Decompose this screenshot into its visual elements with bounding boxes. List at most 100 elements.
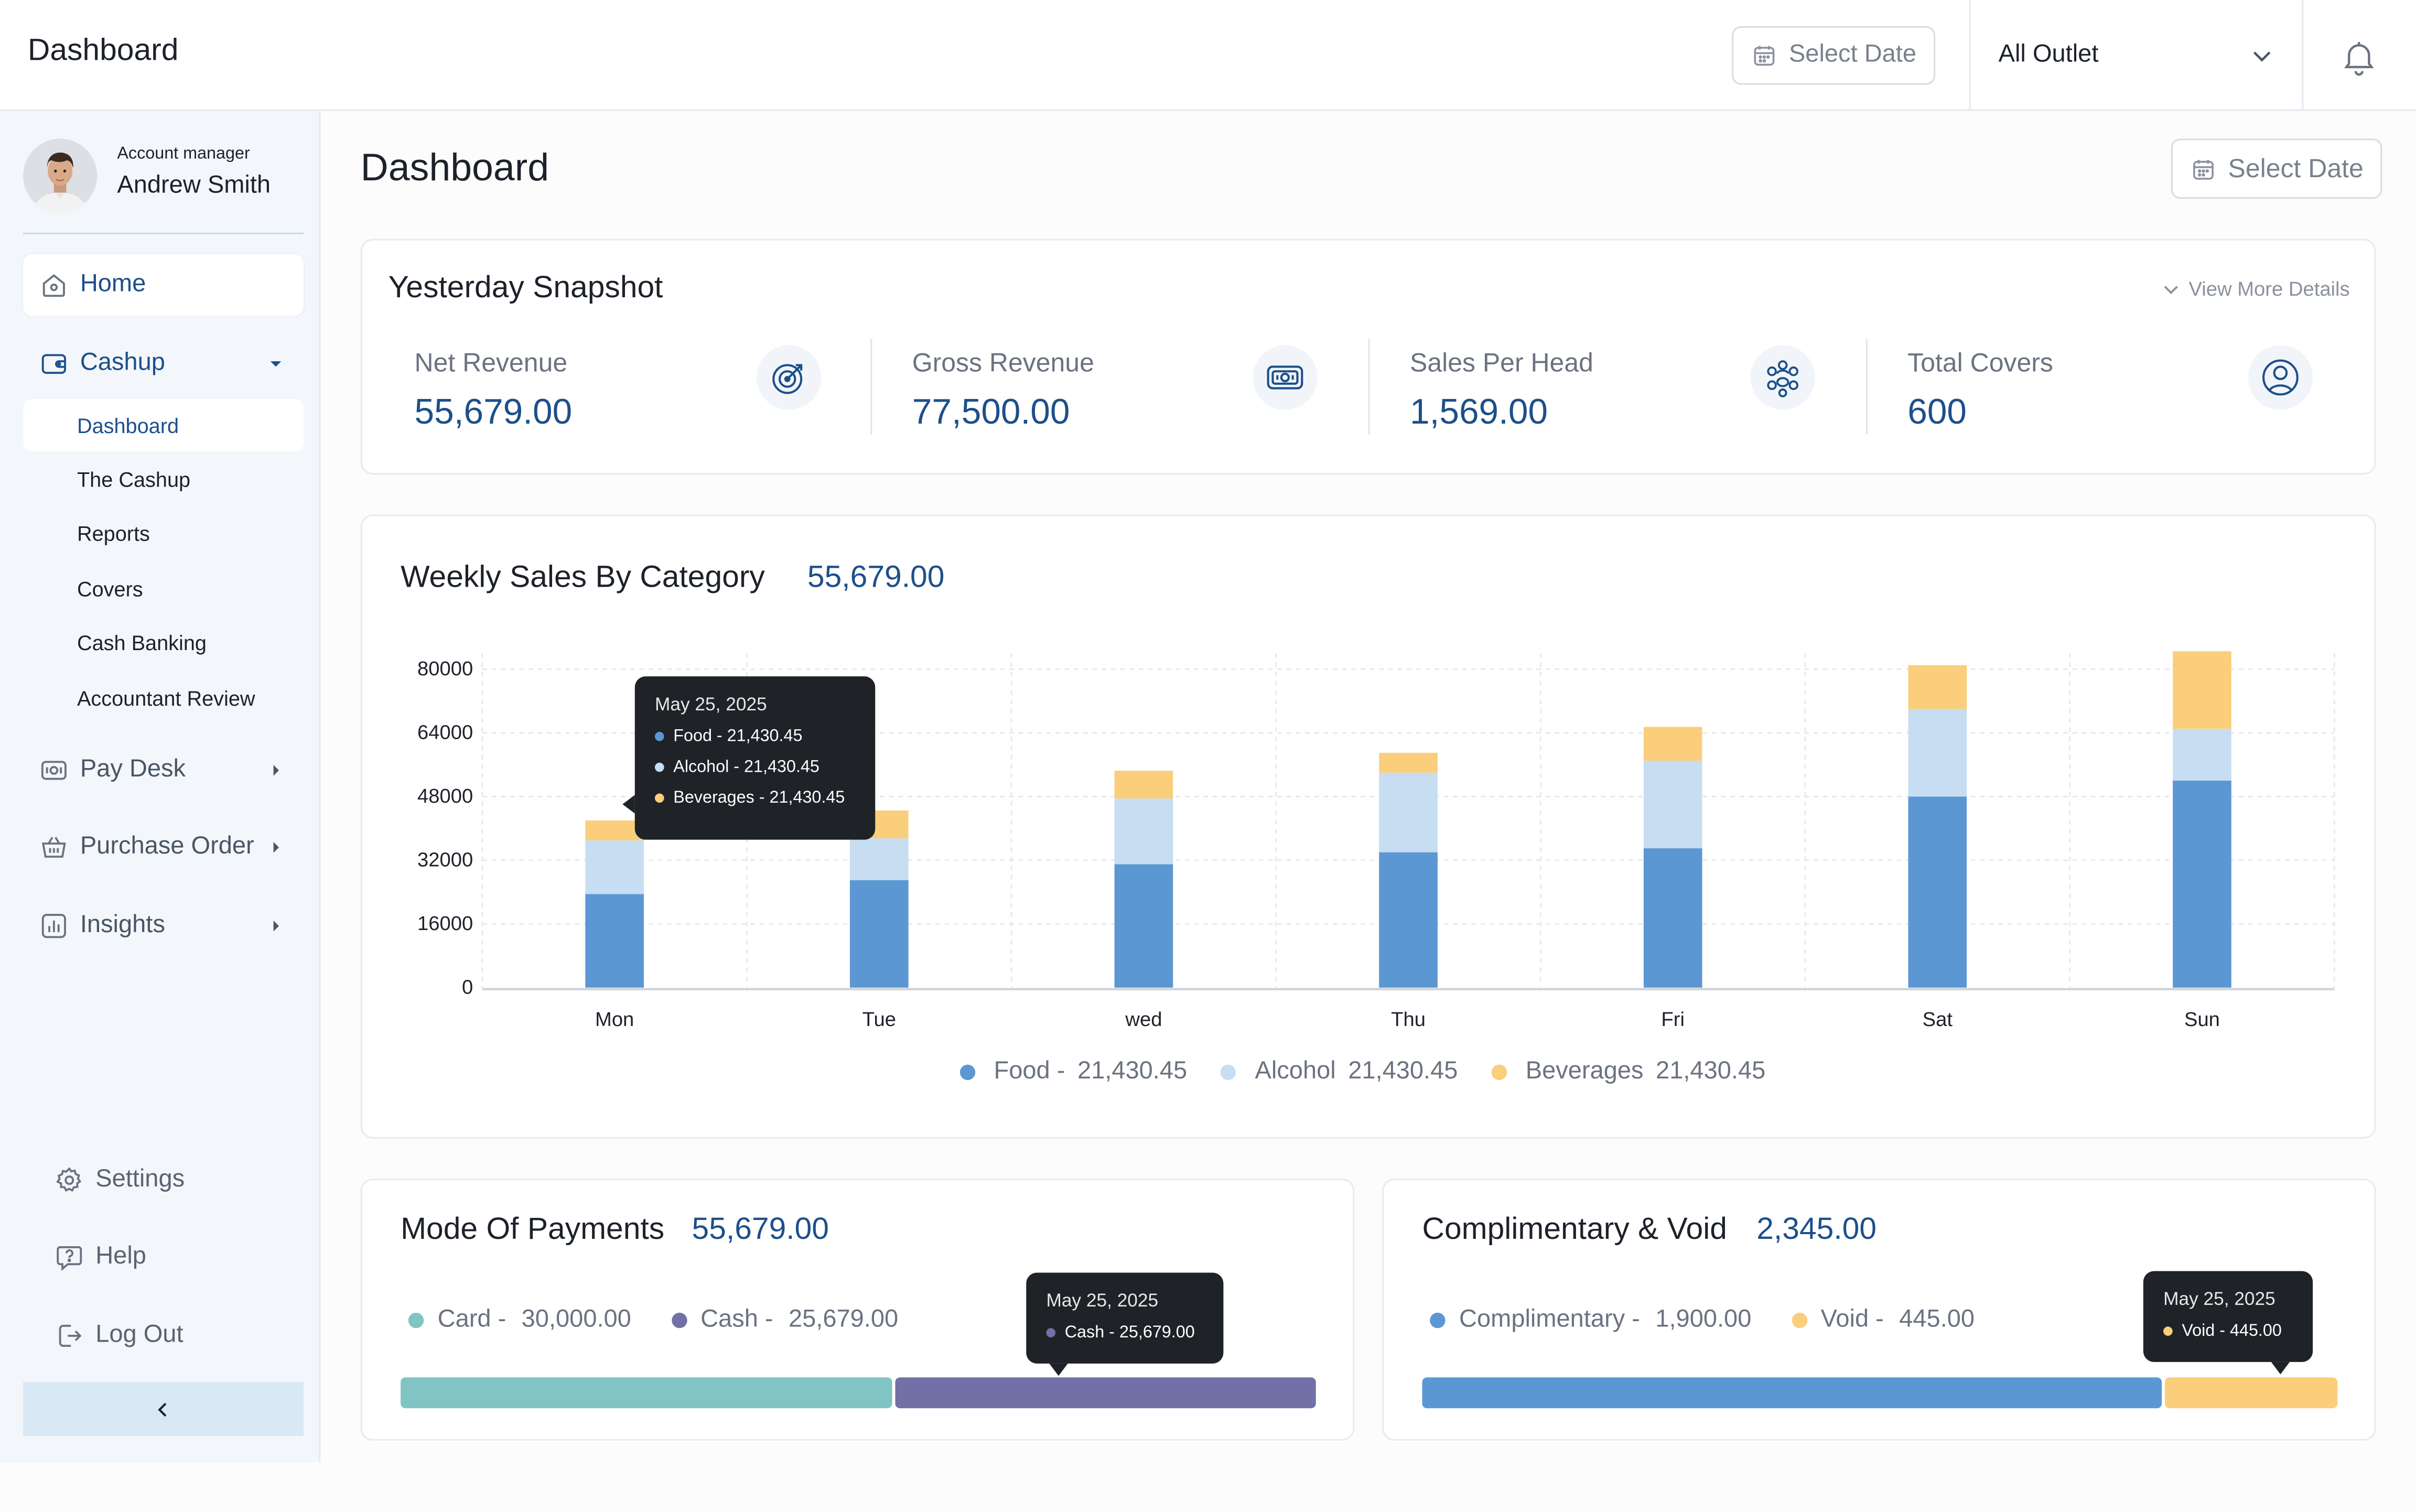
cash-note-icon: [41, 761, 67, 780]
sub-nav-cash-banking[interactable]: Cash Banking: [77, 631, 207, 654]
payments-bar: [401, 1377, 1316, 1409]
bar-food-fri: [1643, 848, 1702, 988]
metric-divider: [870, 339, 872, 435]
tooltip-row-text: Alcohol - 21,430.45: [673, 758, 819, 777]
nav-home-label: Home: [80, 271, 146, 298]
metric-sales-per-head: Sales Per Head 1,569.00: [1368, 339, 1864, 435]
tooltip-row-cash: Cash - 25,679.00: [1046, 1323, 1203, 1342]
comp-void-legend: Complimentary - 1,900.00 Void - 445.00: [1430, 1306, 2014, 1334]
legend-alcohol-value: 21,430.45: [1348, 1058, 1458, 1085]
x-tick-label: Sat: [1923, 1008, 1953, 1031]
nav-purchase-order[interactable]: Purchase Order: [23, 817, 304, 879]
weekly-legend: Food - 21,430.45 Alcohol 21,430.45 Bever…: [959, 1058, 1799, 1086]
comp-void-bar-void[interactable]: [2164, 1377, 2338, 1409]
legend-cash-name: Cash -: [700, 1306, 773, 1333]
snapshot-title: Yesterday Snapshot: [388, 271, 663, 305]
bar-alcohol-sat: [1908, 709, 1967, 797]
bar-alcohol-fri: [1643, 761, 1702, 849]
user-profile[interactable]: Account manager Andrew Smith: [23, 138, 304, 234]
tooltip-row-void: Void - 445.00: [2163, 1322, 2293, 1341]
top-select-date-button[interactable]: Select Date: [1732, 26, 1935, 85]
legend-complimentary-value: 1,900.00: [1655, 1306, 1752, 1333]
tooltip-dot: [2163, 1326, 2173, 1336]
bar-food-mon: [585, 894, 644, 988]
metric-label: Sales Per Head: [1410, 348, 1593, 378]
comp-void-bar-complimentary[interactable]: [1422, 1377, 2161, 1409]
wallet-icon: [41, 354, 66, 374]
y-tick-label: 48000: [417, 785, 473, 807]
legend-complimentary-name: Complimentary -: [1459, 1306, 1640, 1333]
x-tick-label: Mon: [595, 1008, 634, 1031]
sub-nav-covers[interactable]: Covers: [77, 577, 143, 600]
bar-beverages-thu: [1379, 752, 1438, 773]
legend-void-dot: [1791, 1312, 1807, 1329]
y-tick-label: 64000: [417, 721, 473, 744]
bar-beverages-wed: [1114, 771, 1173, 799]
people-group-icon-wrap: [1750, 345, 1815, 410]
payments-legend: Card - 30,000.00 Cash - 25,679.00: [408, 1306, 939, 1334]
caret-right-icon: [273, 920, 279, 932]
bar-food-wed: [1114, 864, 1173, 988]
nav-cashup[interactable]: Cashup: [23, 333, 304, 395]
outlet-select[interactable]: All Outlet: [1969, 0, 2304, 111]
view-more-details-link[interactable]: View More Details: [2163, 277, 2350, 300]
sub-nav-the-cashup[interactable]: The Cashup: [77, 467, 191, 491]
outlet-select-value: All Outlet: [1998, 41, 2099, 68]
sub-nav-accountant-review[interactable]: Accountant Review: [77, 686, 255, 710]
tooltip-arrow: [1049, 1363, 1068, 1376]
nav-settings[interactable]: Settings: [56, 1160, 185, 1200]
nav-insights-label: Insights: [80, 912, 165, 938]
tooltip-date: May 25, 2025: [654, 693, 767, 715]
legend-complimentary-dot: [1430, 1312, 1446, 1329]
nav-logout[interactable]: Log Out: [56, 1316, 184, 1356]
bar-food-thu: [1379, 852, 1438, 988]
comp-void-total: 2,345.00: [1756, 1212, 1877, 1247]
legend-cash-dot: [671, 1312, 687, 1329]
tooltip-date: May 25, 2025: [1046, 1289, 1159, 1311]
metric-label: Gross Revenue: [912, 348, 1094, 378]
gear-icon: [56, 1167, 82, 1192]
comp-void-title: Complimentary & Void: [1422, 1212, 1728, 1247]
sub-nav-reports[interactable]: Reports: [77, 521, 150, 545]
metric-gross-revenue: Gross Revenue 77,500.00: [870, 339, 1366, 435]
home-icon: [42, 274, 65, 297]
target-arrow-icon: [772, 364, 803, 394]
snapshot-card: Yesterday Snapshot View More Details Net…: [360, 239, 2376, 475]
nav-logout-label: Log Out: [95, 1322, 184, 1348]
top-bar-title: Dashboard: [27, 34, 179, 68]
chevron-left-icon: [158, 1402, 167, 1416]
metric-value: 55,679.00: [414, 391, 573, 431]
payments-bar-card[interactable]: [401, 1377, 892, 1409]
metric-divider: [1368, 339, 1370, 435]
nav-help[interactable]: Help: [56, 1237, 146, 1277]
sidebar: Account manager Andrew Smith Home Cashup…: [0, 111, 321, 1462]
bar-food-sat: [1908, 796, 1967, 988]
people-group-icon: [1767, 360, 1799, 397]
calendar-icon: [1754, 46, 1775, 66]
nav-pay-desk[interactable]: Pay Desk: [23, 740, 304, 802]
legend-card-dot: [408, 1312, 424, 1329]
legend-void-name: Void -: [1820, 1306, 1884, 1333]
weekly-sales-title: Weekly Sales By Category: [401, 560, 765, 595]
sub-nav-dashboard[interactable]: Dashboard: [23, 399, 304, 452]
main-select-date-button[interactable]: Select Date: [2171, 138, 2382, 199]
basket-icon: [42, 837, 66, 858]
legend-cash-value: 25,679.00: [788, 1306, 899, 1333]
nav-insights[interactable]: Insights: [23, 895, 304, 957]
metric-label: Net Revenue: [414, 348, 568, 378]
bell-icon[interactable]: [2339, 37, 2379, 77]
metric-divider: [1865, 339, 1868, 435]
nav-home[interactable]: Home: [23, 254, 304, 316]
user-circle-icon-wrap: [2248, 345, 2313, 410]
legend-food-value: 21,430.45: [1077, 1058, 1188, 1085]
payments-bar-cash[interactable]: [895, 1377, 1316, 1409]
bar-alcohol-mon: [585, 840, 644, 894]
bar-beverages-sat: [1908, 665, 1967, 709]
collapse-sidebar-button[interactable]: [23, 1382, 304, 1436]
nav-purchase-order-label: Purchase Order: [80, 833, 254, 860]
legend-beverages-dot: [1492, 1064, 1507, 1081]
user-circle-icon: [2262, 359, 2299, 396]
metric-label: Total Covers: [1907, 348, 2053, 378]
legend-void-value: 445.00: [1899, 1306, 1975, 1333]
